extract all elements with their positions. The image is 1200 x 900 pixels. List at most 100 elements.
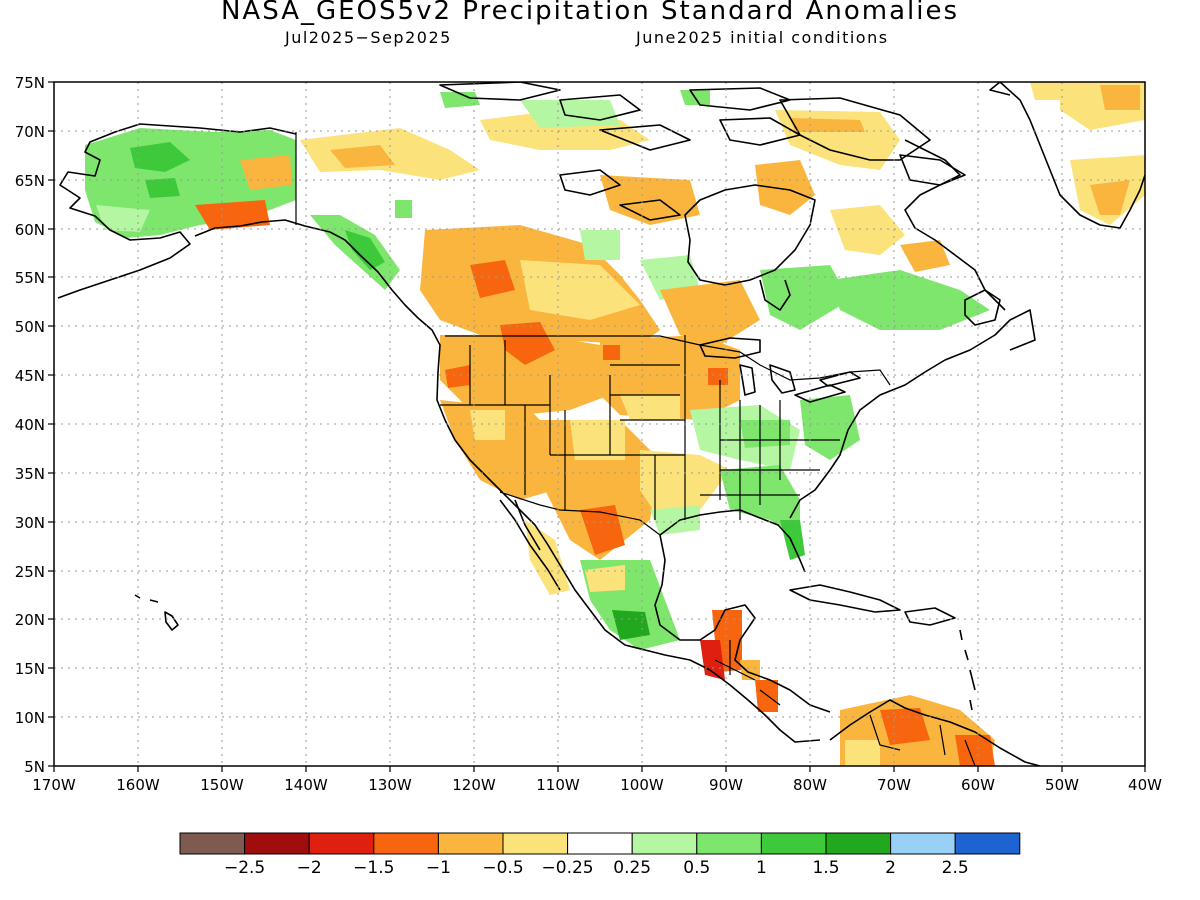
caribbean-islands (959, 629, 976, 711)
latitude-labels: 75N 70N 65N 60N 55N 50N 45N 40N 35N 30N … (15, 74, 45, 776)
legend-label: −1.5 (353, 858, 394, 878)
legend-color-box (567, 832, 633, 855)
quebec-wet (760, 265, 850, 330)
mexico-strong-wet (612, 610, 650, 640)
alaska-south-coast (194, 219, 331, 237)
lat-label: 5N (24, 758, 45, 776)
baja-dry (525, 520, 570, 595)
pacific-northwest-coast (329, 231, 821, 743)
lat-label: 45N (15, 367, 45, 385)
greenland-east-dry (1030, 82, 1065, 100)
wisconsin-dry-strong (708, 368, 728, 385)
labrador-coast (904, 139, 1006, 311)
coastlines (57, 82, 1145, 766)
baja-peninsula (499, 499, 561, 591)
longitude-labels: 170W 160W 150W 140W 130W 120W 110W 100W … (32, 776, 1162, 794)
lat-label: 30N (15, 514, 45, 532)
lon-label: 70W (877, 776, 911, 794)
lon-label: 160W (116, 776, 160, 794)
yukon-dry-strong (330, 145, 395, 168)
hawaii (134, 594, 179, 631)
alaska-coastline (57, 123, 297, 299)
south-america-borders (869, 714, 976, 766)
legend-label: 1 (756, 858, 767, 878)
forecast-period: Jul2025−Sep2025 (285, 28, 452, 47)
guiana-dry-strong (955, 735, 995, 766)
prairies-dry-light (520, 260, 640, 320)
legend-label: −0.5 (482, 858, 523, 878)
map-title: NASA_GEOS5v2 Precipitation Standard Anom… (220, 0, 960, 26)
alaska-strong-wet (145, 178, 180, 198)
cuba (789, 584, 901, 613)
dakota-dry-strong (603, 345, 620, 360)
lat-label: 60N (15, 221, 45, 239)
new-mexico-dry-strong (580, 505, 625, 555)
hispaniola (904, 607, 956, 626)
legend-color-box (308, 832, 375, 855)
legend-label: 0.25 (613, 858, 651, 878)
yukon-wet-patch (395, 200, 412, 218)
greenland-dry-2 (1100, 85, 1140, 110)
legend-color-box (631, 832, 698, 855)
legend-color-boxes (179, 832, 1021, 855)
lat-label: 75N (15, 74, 45, 92)
alaska-strong-wet (130, 142, 190, 172)
lon-label: 120W (452, 776, 496, 794)
lon-label: 150W (200, 776, 244, 794)
quebec-wet-2 (830, 270, 990, 330)
lat-label: 50N (15, 318, 45, 336)
legend-color-box (437, 832, 504, 855)
color-legend: −2.5 −2 −1.5 −1 −0.5 −0.25 0.25 0.5 1 1.5 2 2.5 (179, 832, 1021, 878)
greenland-coast (989, 82, 1145, 229)
venezuela-dry-strong (880, 708, 930, 745)
colombia-light-dry (845, 740, 880, 766)
legend-color-box (890, 832, 956, 855)
legend-color-box (825, 832, 892, 855)
alaska-dry-light (240, 155, 292, 190)
lon-label: 170W (32, 776, 76, 794)
labrador-dry-2 (900, 240, 950, 272)
lat-label: 65N (15, 172, 45, 190)
legend-color-box (954, 832, 1021, 855)
lon-label: 140W (284, 776, 328, 794)
state-lines (440, 335, 840, 520)
hudson-bay (684, 184, 816, 286)
great-basin-dry (440, 400, 560, 500)
legend-color-box (244, 832, 310, 855)
map-area (54, 82, 1145, 766)
legend-color-box (179, 832, 246, 855)
arctic-islands (439, 82, 966, 221)
ohio-valley-wet (740, 420, 790, 448)
legend-label: 2.5 (942, 858, 969, 878)
hudson-dry (755, 160, 815, 215)
lon-label: 100W (620, 776, 664, 794)
lon-label: 130W (368, 776, 412, 794)
lat-label: 15N (15, 660, 45, 678)
mexico-light-dry (585, 565, 625, 592)
anomaly-shading (85, 82, 1145, 766)
lat-label: 20N (15, 611, 45, 629)
bc-coast-strong-wet (345, 230, 385, 270)
arctic-wet (440, 92, 480, 108)
lat-label: 40N (15, 416, 45, 434)
legend-label: −2 (297, 858, 322, 878)
labrador-dry (830, 205, 905, 255)
lat-label: 70N (15, 123, 45, 141)
us-canada-border (445, 335, 891, 386)
great-lakes (699, 337, 861, 403)
baffin-dry-strong (790, 118, 865, 132)
lon-label: 80W (793, 776, 827, 794)
lon-label: 90W (709, 776, 743, 794)
lon-label: 50W (1045, 776, 1079, 794)
ontario-dry (660, 280, 760, 345)
lon-label: 60W (961, 776, 995, 794)
nevada-light-dry (470, 410, 505, 440)
newfoundland (964, 289, 1001, 326)
legend-label: −1 (426, 858, 451, 878)
east-coast (789, 309, 1036, 519)
gulf-light-wet (650, 505, 700, 535)
legend-color-box (760, 832, 827, 855)
alaska-light-wet (96, 205, 150, 232)
legend-label: 2 (885, 858, 896, 878)
